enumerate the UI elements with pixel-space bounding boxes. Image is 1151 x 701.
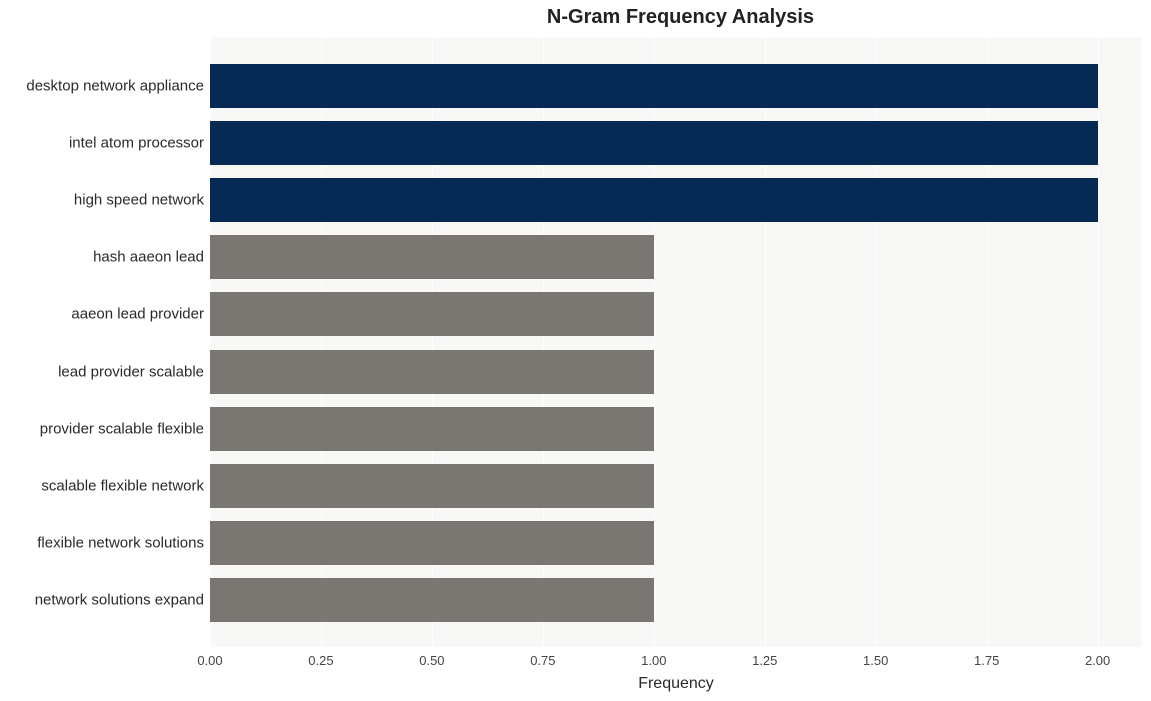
y-tick-label: scalable flexible network [41,478,204,495]
x-tick-label: 0.00 [197,653,222,668]
x-tick-label: 1.50 [863,653,888,668]
bar [210,121,1098,165]
y-tick-label: desktop network appliance [26,77,204,94]
chart-title: N-Gram Frequency Analysis [0,6,1151,29]
bar [210,235,654,279]
x-axis: Frequency 0.000.250.500.751.001.251.501.… [210,647,1142,699]
x-tick-label: 1.75 [974,653,999,668]
y-tick-label: high speed network [74,192,204,209]
x-tick-label: 0.25 [308,653,333,668]
x-tick-label: 2.00 [1085,653,1110,668]
x-tick-label: 0.50 [419,653,444,668]
x-tick-label: 1.00 [641,653,666,668]
y-tick-label: provider scalable flexible [40,420,204,437]
bar [210,350,654,394]
bar [210,64,1098,108]
x-tick-label: 0.75 [530,653,555,668]
bar [210,178,1098,222]
y-tick-label: intel atom processor [69,134,204,151]
y-tick-label: flexible network solutions [37,535,204,552]
gridline [1098,37,1099,647]
y-tick-label: network solutions expand [35,592,204,609]
bar [210,407,654,451]
bar [210,464,654,508]
y-tick-label: aaeon lead provider [71,306,204,323]
x-axis-label: Frequency [638,675,714,693]
x-tick-label: 1.25 [752,653,777,668]
bar [210,292,654,336]
ngram-chart: N-Gram Frequency Analysis desktop networ… [0,6,1151,699]
bar [210,578,654,622]
plot-area [210,37,1142,647]
bar [210,521,654,565]
plot-row: desktop network appliance intel atom proc… [0,37,1151,647]
y-axis-labels: desktop network appliance intel atom proc… [0,37,210,647]
y-tick-label: lead provider scalable [58,363,204,380]
y-tick-label: hash aaeon lead [93,249,204,266]
